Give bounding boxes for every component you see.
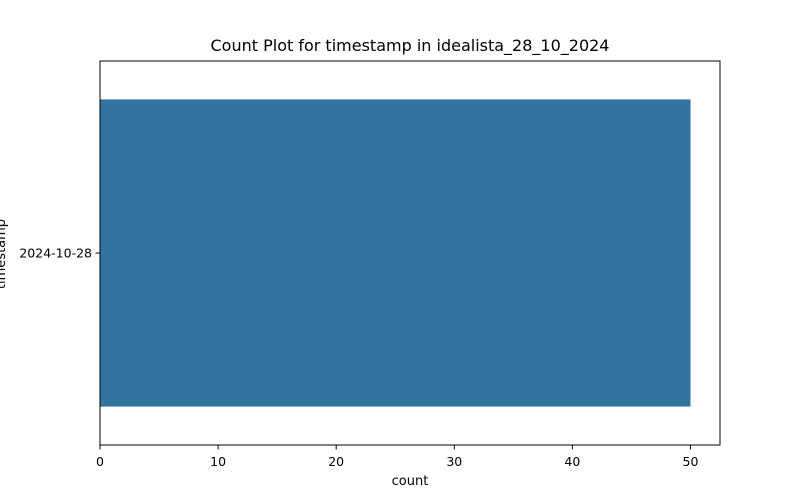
x-tick-label: 20 bbox=[328, 454, 344, 469]
bar-2024-10-28 bbox=[100, 99, 691, 407]
plot-area bbox=[99, 60, 721, 446]
x-tick-label: 30 bbox=[446, 454, 462, 469]
y-axis-label: timestamp bbox=[0, 219, 9, 289]
y-tick-label: 2024-10-28 bbox=[19, 246, 92, 261]
x-tick-label: 0 bbox=[96, 454, 104, 469]
x-axis-label: count bbox=[392, 474, 429, 489]
x-tick-label: 50 bbox=[683, 454, 699, 469]
x-tick-label: 40 bbox=[564, 454, 580, 469]
y-axis-ticks: 2024-10-28 bbox=[19, 246, 100, 261]
x-axis-ticks: 0 10 20 30 40 50 bbox=[96, 445, 698, 469]
x-tick-label: 10 bbox=[210, 454, 226, 469]
chart-title: Count Plot for timestamp in idealista_28… bbox=[211, 36, 610, 56]
